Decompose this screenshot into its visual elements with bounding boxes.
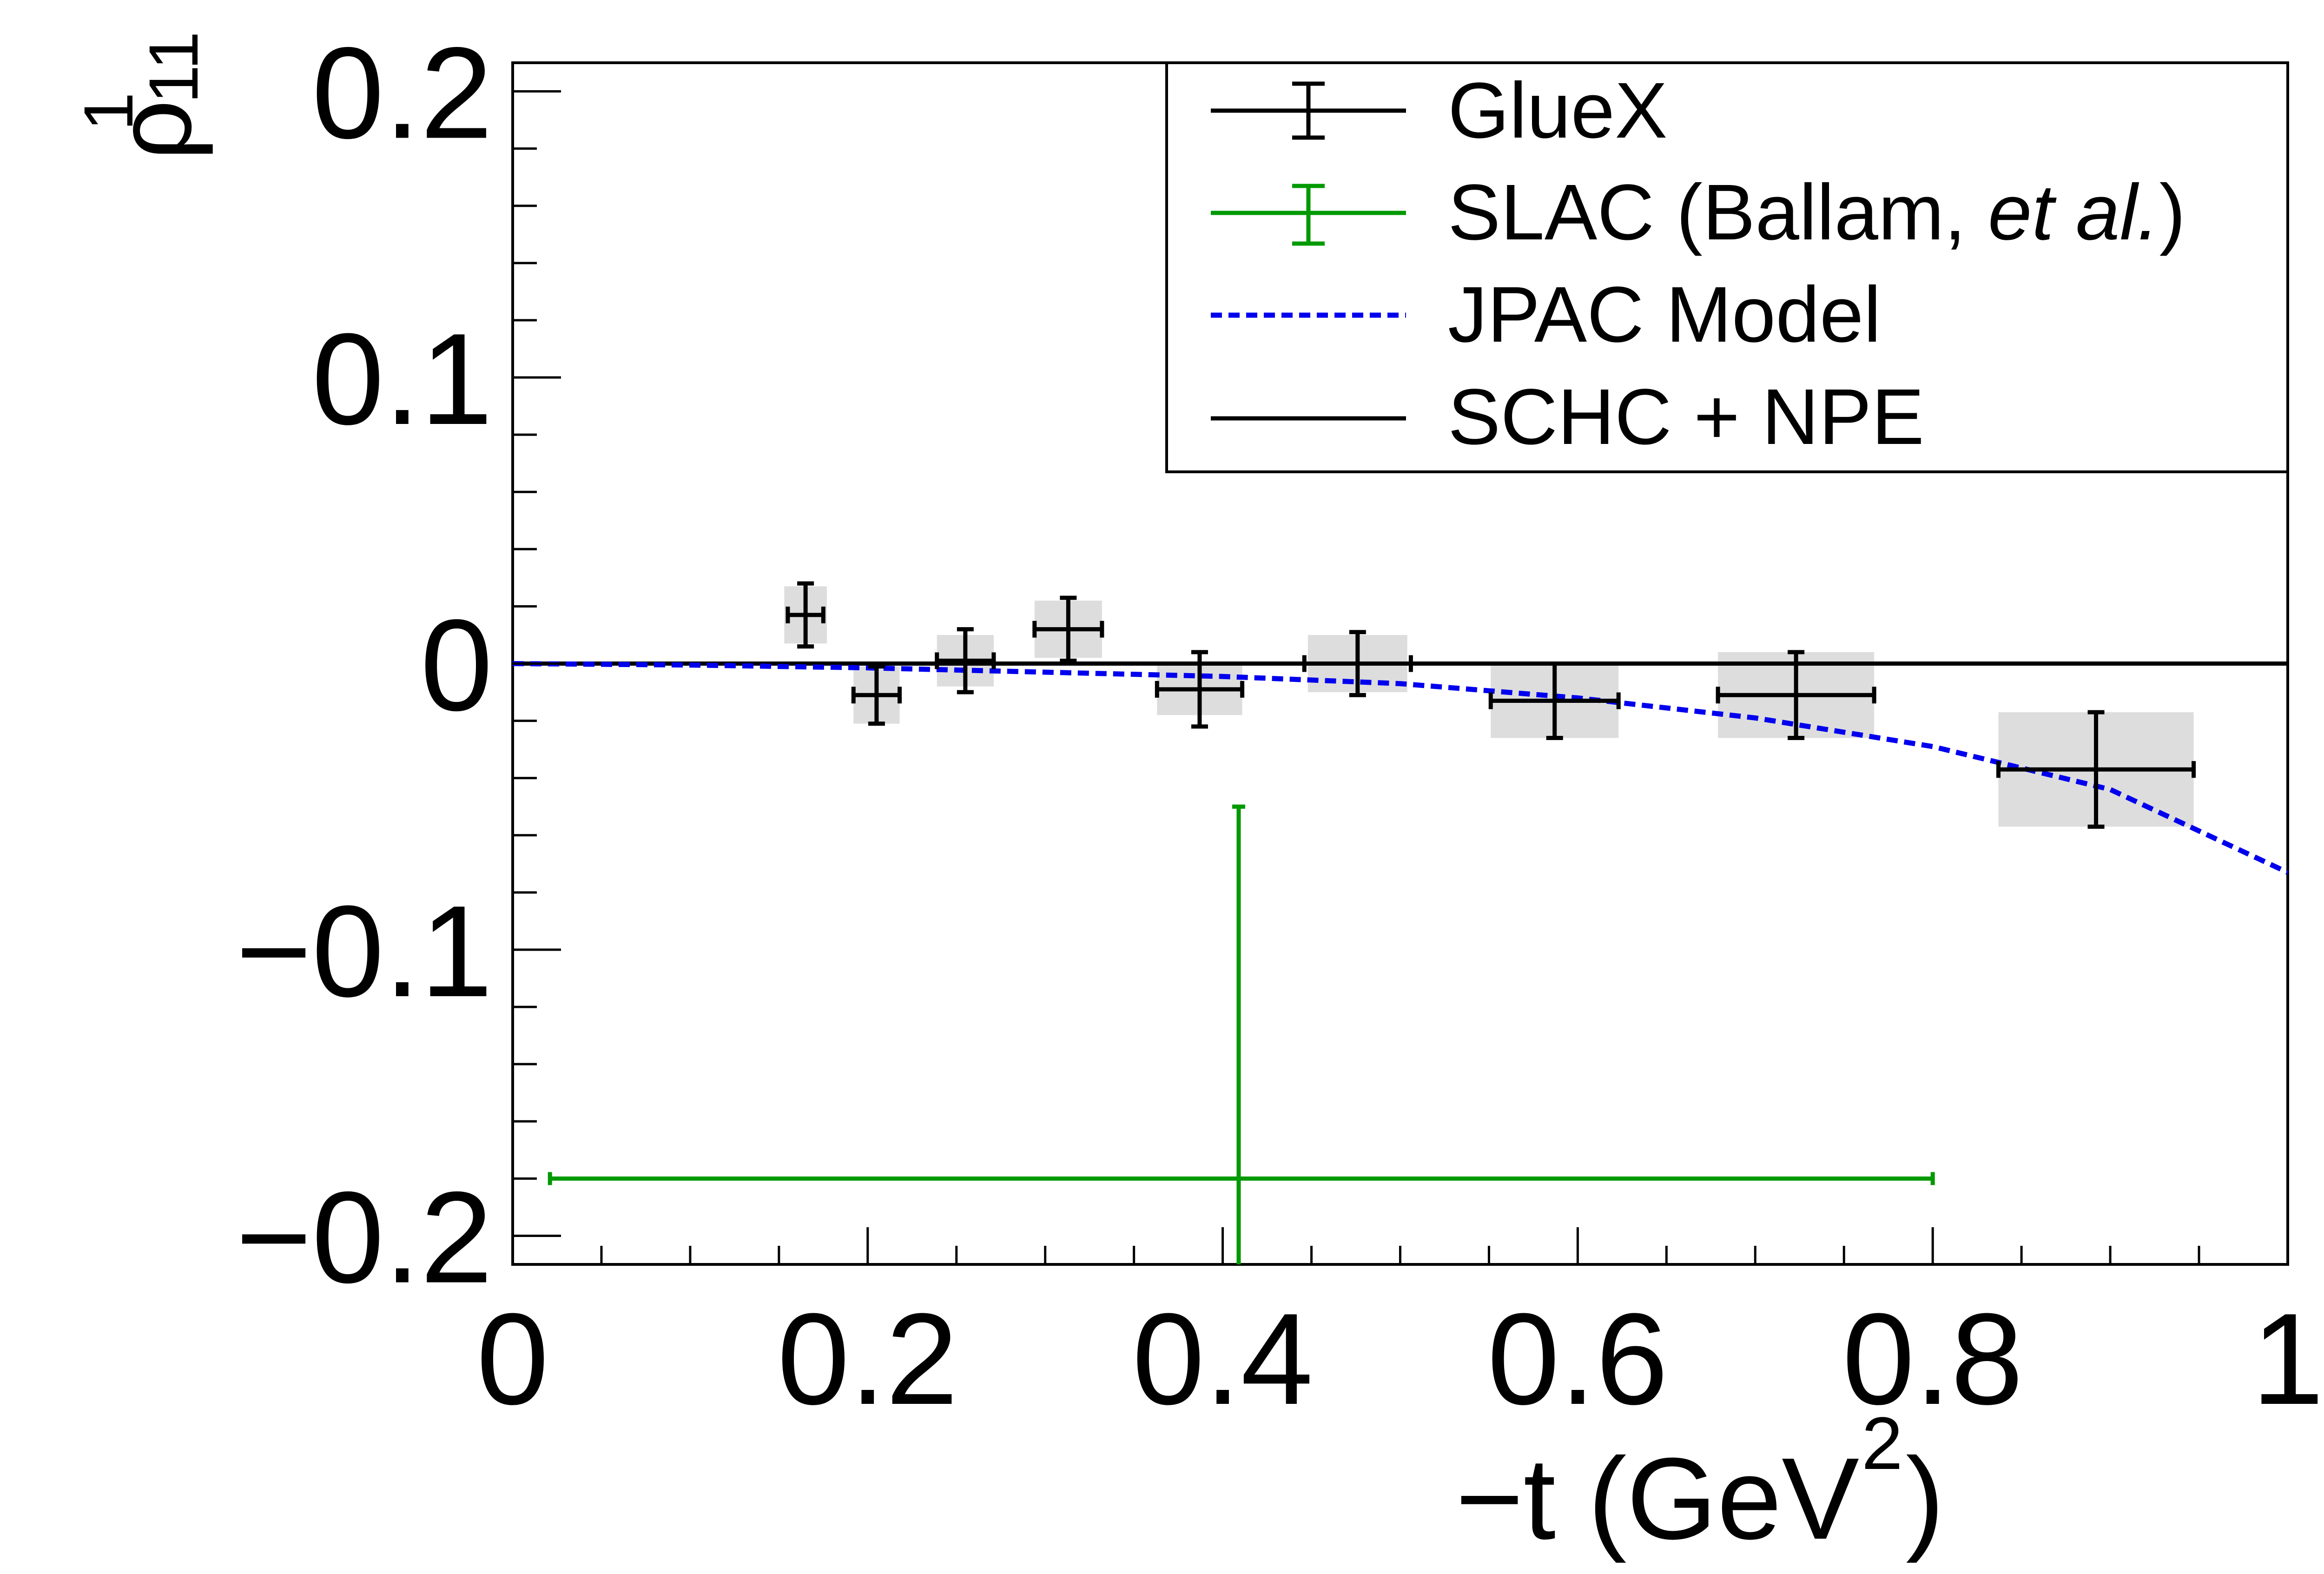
- y-tick-label: −0.1: [236, 879, 493, 1024]
- gluex-point: [935, 627, 996, 694]
- axis-ticks: 0 0.2 0.4 0.6 0.8 1 −0.2 −0.1 0 0.1 0.2: [236, 21, 2324, 1432]
- x-tick-label: 1: [2251, 1287, 2324, 1432]
- x-axis-title: −t (GeV: [1456, 1434, 1859, 1563]
- x-tick-label: 0.6: [1487, 1287, 1668, 1432]
- data-layer: [512, 581, 2289, 1264]
- y-tick-label: 0.2: [312, 21, 493, 166]
- legend: GlueX SLAC (Ballam, et al.) JPAC Model S…: [1165, 61, 2289, 473]
- gluex-point: [1488, 661, 1621, 741]
- gluex-point: [786, 581, 825, 649]
- y-axis-title-subscript: 11: [134, 31, 212, 104]
- y-axis-title: ρ: [94, 100, 213, 161]
- y-tick-label: −0.2: [236, 1165, 493, 1310]
- x-tick-label: 0.8: [1842, 1287, 2023, 1432]
- legend-slac-label: SLAC (Ballam, et al.): [1448, 168, 2185, 257]
- y-axis-title-superscript: 1: [69, 92, 147, 131]
- gluex-point: [1716, 650, 1876, 741]
- gluex-point: [1996, 710, 2196, 829]
- y-axis-title-symbol: ρ: [94, 100, 213, 161]
- x-tick-label: 0.4: [1132, 1287, 1313, 1432]
- x-axis-title-close: ): [1906, 1434, 1944, 1563]
- legend-slac-label-main: SLAC (Ballam,: [1448, 168, 1988, 257]
- gluex-point: [1155, 650, 1245, 729]
- legend-jpac-label: JPAC Model: [1448, 271, 1881, 359]
- gluex-point: [851, 664, 902, 726]
- x-tick-label: 0.2: [777, 1287, 958, 1432]
- legend-box: [1165, 61, 2289, 473]
- slac-point: [548, 804, 1935, 1264]
- y-tick-label: 0: [420, 593, 493, 738]
- legend-slac-label-italic: et al.: [1988, 168, 2159, 257]
- legend-gluex-label: GlueX: [1448, 66, 1667, 155]
- jpac-model-curve: [512, 661, 2289, 875]
- legend-schc-label: SCHC + NPE: [1448, 373, 1924, 461]
- gluex-point: [1032, 595, 1104, 663]
- y-tick-label: 0.1: [312, 307, 493, 452]
- x-axis-title-superscript: 2: [1862, 1402, 1903, 1485]
- x-tick-label: 0: [476, 1287, 549, 1432]
- gluex-point: [1302, 630, 1413, 697]
- legend-slac-label-close: ): [2159, 168, 2186, 257]
